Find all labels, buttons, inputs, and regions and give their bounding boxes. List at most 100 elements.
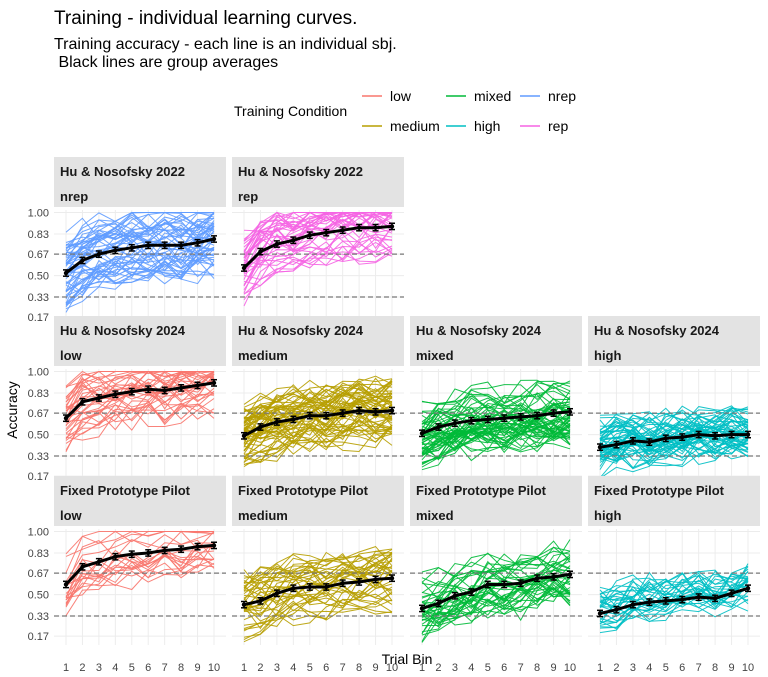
subject-line [243, 233, 393, 281]
mean-point [419, 431, 425, 436]
x-tick-label: 4 [646, 662, 652, 672]
legend-label-high: high [474, 118, 500, 134]
subject-line [65, 211, 215, 249]
subject-line [421, 398, 571, 429]
subject-line [599, 411, 749, 430]
mean-point [436, 424, 441, 430]
subject-line [65, 259, 215, 293]
subject-line [421, 422, 571, 451]
strip-condition-label: rep [238, 189, 258, 204]
mean-point [663, 598, 668, 604]
group-average-line [65, 237, 215, 275]
mean-point [452, 593, 458, 599]
subject-line [65, 245, 215, 300]
subject-line [65, 530, 215, 557]
subject-line [243, 584, 393, 630]
mean-point [80, 564, 85, 570]
group-average [63, 541, 217, 589]
subject-line [599, 580, 749, 610]
mean-point [485, 582, 490, 587]
mean-point [291, 586, 296, 591]
legend-label-mixed: mixed [474, 88, 511, 104]
subject-line [243, 409, 393, 440]
panel-fixed-prototype-pilot-mixed: Fixed Prototype Pilot mixed 1 2 3 4 5 6 7 8 9 10 [410, 476, 582, 674]
mean-point [663, 436, 668, 441]
subject-line [599, 571, 749, 601]
subject-line [243, 233, 393, 301]
subject-line [421, 420, 571, 450]
mean-point [647, 439, 652, 445]
subject-line [65, 548, 215, 601]
mean-point [258, 598, 263, 604]
mean-point [274, 241, 280, 247]
subject-line [243, 598, 393, 638]
mean-point [113, 554, 118, 559]
mean-point [373, 577, 378, 582]
mean-point [647, 599, 652, 605]
strip-study-label: Hu & Nosofsky 2024 [60, 323, 186, 338]
subject-line [243, 423, 393, 458]
subject-line [243, 211, 392, 245]
subject-line [243, 389, 393, 429]
mean-point [63, 582, 69, 587]
mean-point [518, 414, 523, 420]
x-tick-label: 1 [241, 662, 247, 672]
strip-study-label: Fixed Prototype Pilot [238, 483, 369, 498]
strip-study-label: Fixed Prototype Pilot [416, 483, 547, 498]
x-tick-label: 1 [597, 662, 603, 672]
mean-point [712, 596, 718, 601]
subject-line [243, 395, 393, 444]
mean-point [567, 572, 573, 577]
x-tick-label: 2 [435, 662, 441, 672]
x-tick-label: 7 [696, 662, 702, 672]
x-tick-label: 5 [129, 662, 135, 672]
subject-line [243, 551, 393, 587]
facet-panels: Hu & Nosofsky 2022 nrep 0.17 0.33 0.50 0.67 0.… [28, 157, 760, 674]
mean-point [324, 584, 329, 590]
x-tick-label: 10 [564, 662, 576, 672]
x-tick-label: 9 [728, 662, 734, 672]
mean-point [485, 417, 490, 422]
subject-line [65, 370, 215, 420]
strip-study-label: Fixed Prototype Pilot [60, 483, 191, 498]
mean-point [680, 597, 685, 602]
y-tick-label: 1.00 [28, 527, 49, 539]
mean-point [356, 225, 362, 230]
mean-point [274, 419, 280, 425]
strip-study-label: Hu & Nosofsky 2024 [416, 323, 542, 338]
subject-line [599, 572, 749, 609]
mean-point [614, 442, 619, 447]
subject-line [65, 219, 215, 252]
panel-strip [588, 316, 760, 366]
subject-line [243, 211, 393, 232]
y-tick-label: 0.67 [28, 249, 49, 261]
subject-line [599, 406, 749, 430]
legend-item-mixed: mixed [446, 88, 511, 104]
subject-line [65, 401, 215, 451]
panel-strip [54, 316, 226, 366]
subject-line [65, 241, 215, 275]
subject-line [243, 559, 393, 600]
legend-label-medium: medium [390, 118, 440, 134]
subject-line [243, 229, 393, 291]
subject-line [65, 391, 215, 440]
mean-point [389, 575, 395, 581]
subject-line [243, 381, 393, 419]
subject-line [65, 247, 215, 306]
subject-line [243, 561, 393, 591]
mean-point [307, 233, 312, 238]
subject-line [65, 238, 215, 285]
subject-line [65, 228, 215, 284]
mean-point [96, 559, 102, 564]
y-tick-label: 0.17 [28, 312, 49, 324]
mean-point [340, 410, 345, 416]
mean-point [307, 413, 312, 418]
x-tick-label: 3 [452, 662, 458, 672]
x-tick-label: 7 [518, 662, 524, 672]
subject-line [65, 539, 215, 598]
mean-point [389, 224, 395, 229]
panel-strip [588, 476, 760, 526]
y-tick-label: 0.83 [28, 229, 49, 241]
